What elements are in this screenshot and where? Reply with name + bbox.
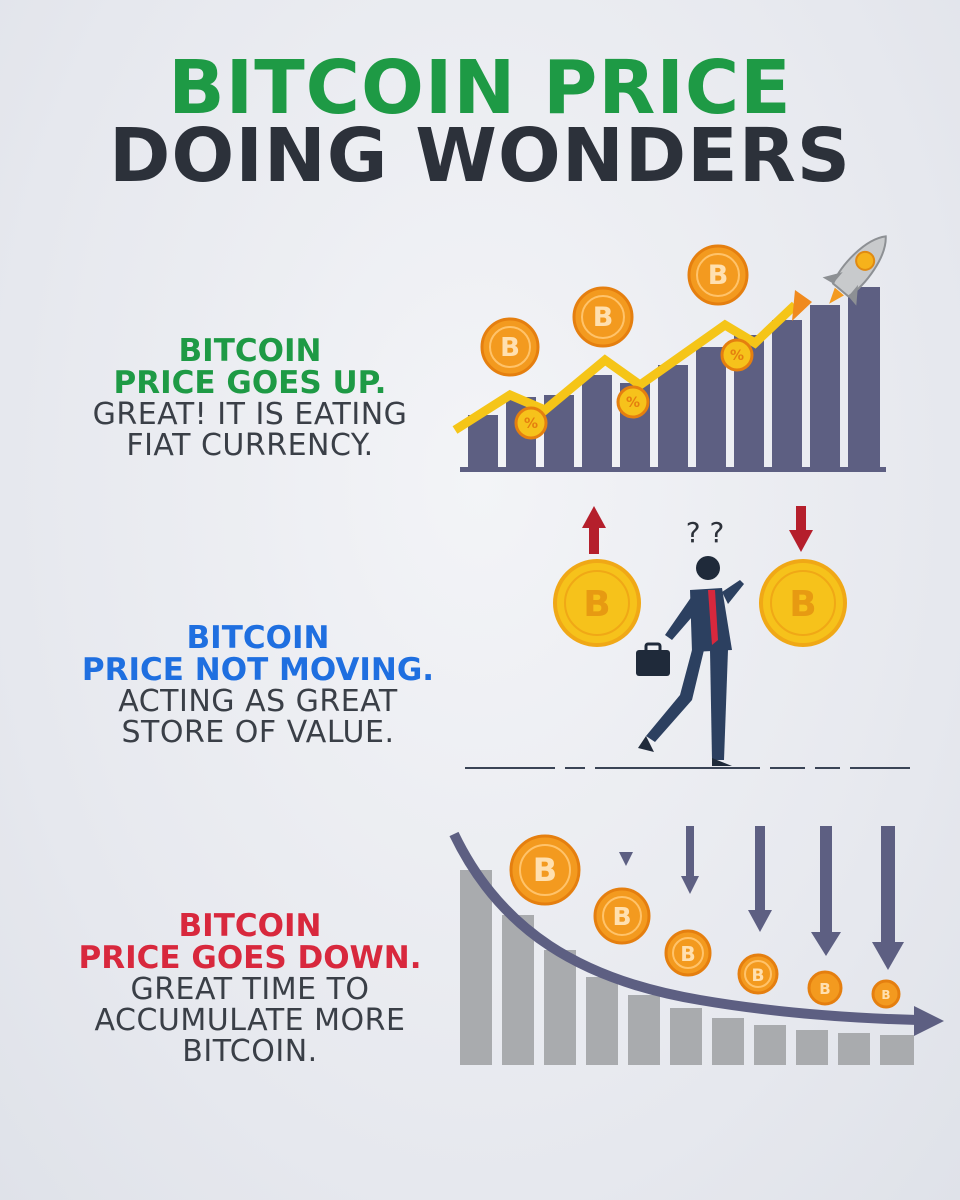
svg-text:%: % [524, 416, 538, 432]
svg-text:%: % [730, 348, 744, 364]
bar-chart-down-icon [460, 870, 914, 1065]
svg-text:B: B [680, 942, 695, 966]
businessman-icon [638, 556, 744, 766]
section-down-caption: BITCOIN PRICE GOES DOWN. GREAT TIME TO A… [30, 910, 470, 1067]
svg-text:B: B [881, 988, 890, 1002]
svg-text:B: B [533, 851, 557, 889]
section-up-body-2: FIAT CURRENCY. [126, 428, 374, 463]
svg-text:B: B [612, 902, 631, 931]
falling-arrow-icon [619, 826, 904, 970]
briefcase-icon [636, 642, 670, 676]
bitcoin-coin-icon: B B B [480, 244, 749, 377]
section-up-body-1: GREAT! IT IS EATING [92, 397, 408, 432]
section-down-body-3: BITCOIN. [182, 1034, 318, 1069]
svg-text:B: B [583, 584, 610, 625]
arrow-down-icon [789, 506, 813, 552]
price-flat-illustration: B B ? ? [465, 506, 910, 769]
bitcoin-coin-icon: B B B B B B [509, 834, 901, 1009]
section-up-caption: BITCOIN PRICE GOES UP. GREAT! IT IS EATI… [30, 335, 470, 461]
section-up-heading-2: PRICE GOES UP. [113, 365, 387, 401]
title-line-1: BITCOIN PRICE [168, 45, 792, 131]
svg-text:B: B [819, 980, 830, 998]
section-flat-heading-1: BITCOIN [186, 620, 330, 656]
section-down-heading-2: PRICE GOES DOWN. [78, 940, 422, 976]
section-flat-body-2: STORE OF VALUE. [121, 715, 395, 750]
title-line-2: DOING WONDERS [108, 113, 851, 199]
svg-text:B: B [593, 302, 614, 333]
question-marks: ? ? [686, 516, 725, 549]
rocket-icon [822, 235, 887, 306]
section-down-body-2: ACCUMULATE MORE [94, 1003, 406, 1038]
section-down-heading-1: BITCOIN [178, 908, 322, 944]
bitcoin-coin-icon: B B [553, 559, 847, 647]
price-up-illustration: B B B % % % [452, 235, 887, 472]
section-up-heading-1: BITCOIN [178, 333, 322, 369]
section-flat-heading-2: PRICE NOT MOVING. [81, 652, 435, 688]
svg-text:B: B [500, 333, 520, 363]
section-flat-caption: BITCOIN PRICE NOT MOVING. ACTING AS GREA… [38, 622, 478, 748]
svg-text:%: % [626, 395, 640, 411]
section-down-body-1: GREAT TIME TO [130, 972, 370, 1007]
percent-badge-icon: % % % [514, 338, 754, 440]
svg-text:B: B [752, 966, 765, 986]
arrow-up-icon [582, 506, 606, 554]
section-flat-body-1: ACTING AS GREAT [118, 684, 398, 719]
svg-text:B: B [789, 584, 816, 625]
bar-chart-up-icon [460, 287, 886, 472]
trend-arrow-down-icon [449, 831, 919, 1025]
svg-text:B: B [708, 260, 729, 291]
price-down-illustration: B B B B B B [449, 826, 944, 1065]
trend-arrow-up-icon [452, 301, 799, 434]
